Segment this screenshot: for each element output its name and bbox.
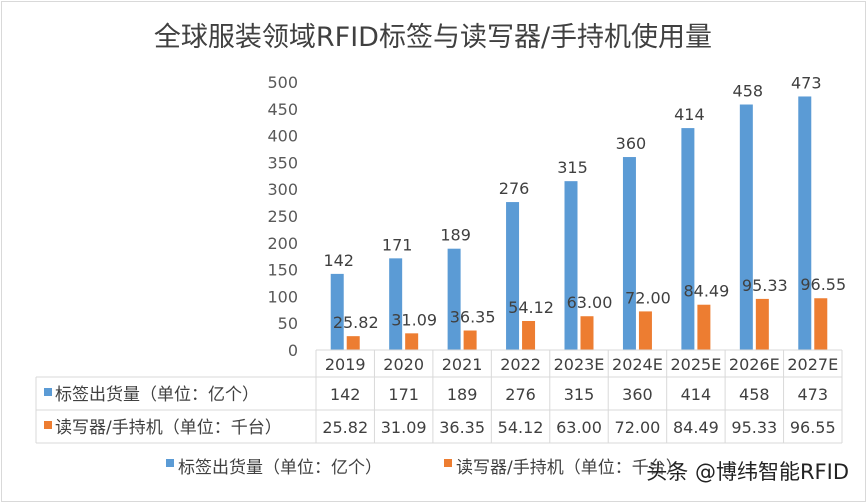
legend: 标签出货量（单位：亿个） 读写器/手持机（单位：千台）	[166, 458, 683, 478]
data-label: 414	[674, 105, 705, 124]
table-cell: 315	[564, 385, 595, 404]
y-tick-label: 350	[267, 153, 298, 172]
tag-bar	[389, 258, 403, 350]
tag-bar	[330, 273, 344, 350]
y-tick-label: 50	[278, 314, 298, 333]
reader-bar	[580, 316, 594, 350]
bars: 142 25.82 171 31.09 189 36.35 276 54.12 315 63.00…	[323, 73, 846, 351]
table-cell: 96.55	[790, 418, 836, 437]
series-name: 读写器/手持机（单位：千台）	[55, 418, 282, 438]
data-label: 95.33	[742, 276, 788, 295]
reader-bar	[814, 298, 828, 350]
tag-bar	[447, 248, 461, 350]
reader-bar	[522, 320, 536, 350]
data-label: 142	[323, 251, 354, 270]
data-label: 31.09	[391, 310, 437, 329]
table-cell: 84.49	[673, 418, 719, 437]
data-label: 84.49	[683, 282, 729, 301]
y-tick-label: 300	[267, 180, 298, 199]
x-tick-label: 2021	[442, 355, 483, 374]
table-cell: 54.12	[498, 418, 544, 437]
reader-bar	[755, 298, 769, 350]
table-cell: 25.82	[322, 418, 368, 437]
table-cell: 189	[447, 385, 478, 404]
y-tick-label: 400	[267, 127, 298, 146]
data-label: 458	[733, 82, 764, 101]
table-cell: 473	[798, 385, 829, 404]
data-label: 189	[440, 226, 471, 245]
y-axis: 0 50 100 150 200 250 300 350 400 450 500	[267, 73, 298, 360]
legend-key	[44, 421, 52, 429]
data-label: 72.00	[625, 288, 671, 307]
y-tick-label: 250	[267, 207, 298, 226]
x-tick-label: 2023E	[554, 355, 605, 374]
data-label: 63.00	[567, 293, 613, 312]
series-name: 标签出货量（单位：亿个）	[55, 385, 259, 405]
table-cell: 95.33	[731, 418, 777, 437]
data-label: 473	[791, 73, 822, 92]
table-cell: 63.00	[556, 418, 602, 437]
data-table: 2019 2020 2021 2022 2023E 2024E 2025E 2026E 2027…	[35, 349, 843, 444]
x-tick-label: 2027E	[787, 355, 838, 374]
data-label: 54.12	[508, 298, 554, 317]
data-label: 315	[557, 158, 588, 177]
watermark: 头条 @博纬智能RFID	[646, 460, 849, 484]
x-tick-label: 2026E	[729, 355, 780, 374]
y-tick-label: 150	[267, 261, 298, 280]
reader-bar	[697, 304, 711, 350]
table-cell: 171	[388, 385, 419, 404]
tag-bar	[506, 202, 520, 350]
x-tick-label: 2024E	[612, 355, 663, 374]
x-tick-label: 2022	[500, 355, 541, 374]
table-cell: 36.35	[439, 418, 485, 437]
data-label: 276	[499, 179, 530, 198]
legend-label: 读写器/手持机（单位：千台）	[456, 458, 683, 478]
x-tick-label: 2020	[383, 355, 424, 374]
reader-bar	[463, 330, 477, 350]
x-tick-label: 2019	[325, 355, 366, 374]
reader-bar	[405, 333, 419, 350]
y-tick-label: 100	[267, 287, 298, 306]
tag-bar	[564, 181, 578, 350]
table-cell: 276	[505, 385, 536, 404]
y-tick-label: 200	[267, 234, 298, 253]
tag-bar	[798, 96, 812, 350]
data-label: 171	[382, 235, 413, 254]
legend-label: 标签出货量（单位：亿个）	[178, 458, 382, 478]
table-cell: 31.09	[381, 418, 427, 437]
data-label: 96.55	[800, 275, 846, 294]
y-tick-label: 0	[288, 341, 298, 360]
legend-key	[166, 459, 174, 467]
reader-bar	[638, 311, 652, 350]
chart-title: 全球服装领域RFID标签与读写器/手持机使用量	[154, 22, 712, 53]
legend-key	[44, 388, 52, 396]
tag-bar	[739, 104, 753, 351]
table-cell: 72.00	[615, 418, 661, 437]
data-label: 25.82	[333, 313, 379, 332]
y-tick-label: 450	[267, 100, 298, 119]
table-cell: 142	[330, 385, 361, 404]
data-label: 360	[616, 134, 647, 153]
tag-bar	[681, 128, 695, 350]
legend-key	[444, 459, 452, 467]
table-cell: 360	[622, 385, 653, 404]
table-cell: 458	[739, 385, 770, 404]
x-tick-label: 2025E	[670, 355, 721, 374]
y-tick-label: 500	[267, 73, 298, 92]
reader-bar	[346, 336, 360, 350]
data-label: 36.35	[450, 308, 496, 327]
tag-bar	[622, 157, 636, 350]
table-cell: 414	[681, 385, 712, 404]
